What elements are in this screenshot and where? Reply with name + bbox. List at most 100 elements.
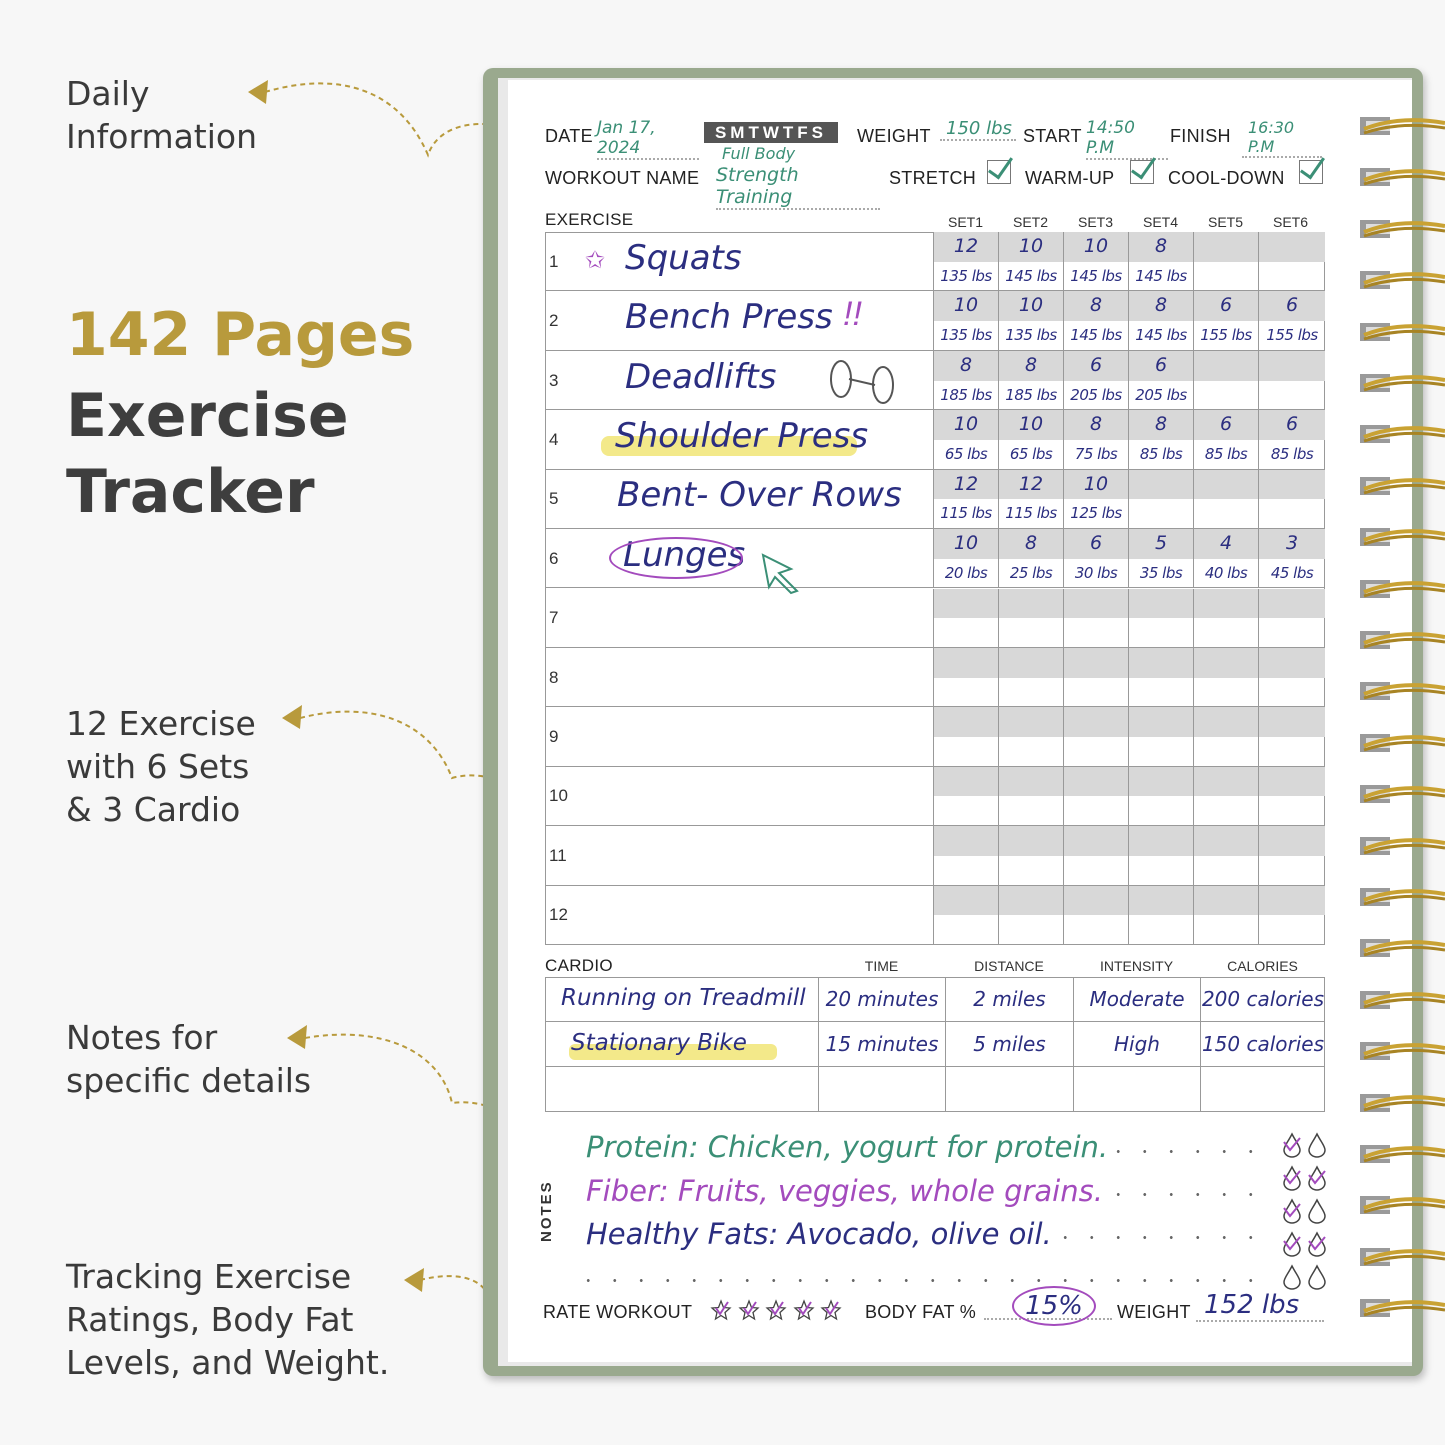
cardio-intensity[interactable]: Moderate [1073, 977, 1200, 1022]
cardio-intensity[interactable]: High [1073, 1022, 1200, 1067]
reps-value[interactable]: 3 [1259, 529, 1325, 559]
weight-value[interactable] [1064, 915, 1128, 945]
weight-value[interactable] [934, 915, 998, 945]
weight-value[interactable] [1259, 381, 1325, 411]
weight-value[interactable] [1259, 856, 1325, 886]
weight-value[interactable] [1129, 856, 1193, 886]
reps-value[interactable] [1259, 350, 1325, 381]
weight-value[interactable]: 145 lbs [1005, 266, 1057, 285]
reps-value[interactable]: 10 [934, 291, 998, 322]
day-of-week-selector[interactable]: SMTWTFS [704, 122, 838, 143]
rating-star-icon[interactable] [792, 1298, 816, 1327]
reps-value[interactable] [934, 647, 998, 678]
weight-value[interactable] [1129, 499, 1193, 529]
weight-value[interactable]: 35 lbs [1139, 563, 1183, 582]
notes-line-2[interactable]: Fiber: Fruits, veggies, whole grains. [586, 1174, 1103, 1208]
cardio-calories[interactable]: 200 calories [1200, 977, 1325, 1022]
reps-value[interactable]: 8 [1129, 291, 1193, 322]
notes-line-1[interactable]: Protein: Chicken, yogurt for protein. [586, 1130, 1109, 1164]
reps-value[interactable]: 12 [999, 469, 1063, 500]
set-cell[interactable]: 6 30 lbs [1063, 529, 1128, 589]
weight-value[interactable]: 20 lbs [944, 563, 988, 582]
exercise-name[interactable]: Bent- Over Rows [617, 475, 902, 516]
weight-value[interactable] [1194, 678, 1258, 708]
finish-field[interactable]: 16:30 P.M [1242, 118, 1322, 158]
weight-value[interactable] [934, 618, 998, 648]
set-cell[interactable]: 8 145 lbs [1063, 291, 1128, 351]
set-cell[interactable] [1193, 826, 1258, 886]
reps-value[interactable] [1064, 588, 1128, 619]
rating-star-icon[interactable] [737, 1298, 761, 1327]
weight-value[interactable] [934, 856, 998, 886]
reps-value[interactable]: 6 [1194, 410, 1258, 440]
set-cell[interactable] [1063, 885, 1128, 945]
set-cell[interactable] [1258, 647, 1325, 708]
set-cell[interactable]: 8 145 lbs [1128, 291, 1193, 351]
set-cell[interactable]: 6 85 lbs [1193, 410, 1258, 470]
weight-value[interactable]: 155 lbs [1266, 326, 1318, 345]
set-cell[interactable]: 6 155 lbs [1258, 291, 1325, 351]
set-cell[interactable] [1193, 350, 1258, 411]
start-field[interactable]: 14:50 P.M [1086, 118, 1168, 160]
set-cell[interactable]: 8 75 lbs [1063, 410, 1128, 470]
cooldown-checkbox[interactable] [1299, 160, 1323, 184]
weight-value[interactable]: 45 lbs [1270, 563, 1314, 582]
set-cell[interactable]: 10 135 lbs [998, 291, 1063, 351]
set-cell[interactable] [1193, 647, 1258, 708]
set-cell[interactable]: 10 125 lbs [1063, 469, 1128, 530]
water-drop-icon[interactable] [1307, 1264, 1327, 1295]
set-cell[interactable] [1063, 588, 1128, 648]
warmup-checkbox[interactable] [1130, 160, 1154, 184]
set-cell[interactable]: 8 185 lbs [933, 350, 998, 411]
reps-value[interactable] [1194, 469, 1258, 500]
weight-value[interactable] [1194, 856, 1258, 886]
set-cell[interactable] [1128, 885, 1193, 945]
reps-value[interactable] [1129, 766, 1193, 797]
weight-value[interactable] [999, 796, 1063, 826]
weight-value[interactable] [1259, 678, 1325, 708]
set-cell[interactable] [1258, 232, 1325, 292]
reps-value[interactable]: 6 [1064, 350, 1128, 381]
weight-value[interactable]: 85 lbs [1204, 444, 1248, 463]
weight-value[interactable] [1259, 262, 1325, 292]
weight-value[interactable]: 115 lbs [940, 504, 992, 523]
reps-value[interactable] [1129, 707, 1193, 738]
set-cell[interactable]: 10 65 lbs [933, 410, 998, 470]
cardio-distance[interactable]: 2 miles [945, 977, 1073, 1022]
set-cell[interactable] [933, 885, 998, 945]
rating-star-icon[interactable] [819, 1298, 843, 1327]
weight-value[interactable]: 85 lbs [1139, 444, 1183, 463]
water-drop-icon[interactable] [1282, 1231, 1302, 1262]
reps-value[interactable] [1129, 588, 1193, 619]
water-drop-icon[interactable] [1282, 1132, 1302, 1163]
reps-value[interactable] [1194, 588, 1258, 619]
reps-value[interactable] [1259, 588, 1325, 619]
weight-value[interactable] [999, 618, 1063, 648]
reps-value[interactable]: 6 [1259, 410, 1325, 440]
weight-value[interactable] [1259, 618, 1325, 648]
reps-value[interactable] [1129, 826, 1193, 856]
water-drop-icon[interactable] [1307, 1165, 1327, 1196]
weight-value[interactable]: 65 lbs [944, 444, 988, 463]
set-cell[interactable]: 10 65 lbs [998, 410, 1063, 470]
exercise-name[interactable]: Deadlifts [625, 356, 777, 397]
weight-value[interactable]: 85 lbs [1270, 444, 1314, 463]
set-cell[interactable] [1063, 707, 1128, 767]
water-drop-icon[interactable] [1307, 1198, 1327, 1229]
cardio-time[interactable] [818, 1067, 945, 1112]
weight-field[interactable]: 150 lbs [940, 118, 1016, 141]
weight-value[interactable] [1064, 618, 1128, 648]
reps-value[interactable]: 8 [999, 350, 1063, 381]
reps-value[interactable] [934, 588, 998, 619]
weight-value[interactable] [1194, 915, 1258, 945]
reps-value[interactable] [934, 766, 998, 797]
weight-value[interactable] [1194, 796, 1258, 826]
exercise-name[interactable]: Shoulder Press [615, 415, 869, 456]
exercise-name[interactable]: Bench Press [625, 297, 833, 338]
reps-value[interactable]: 4 [1194, 529, 1258, 559]
body-fat-field[interactable]: 15% [1012, 1286, 1096, 1326]
reps-value[interactable] [1259, 232, 1325, 262]
exercise-name[interactable]: Squats [625, 237, 742, 278]
reps-value[interactable]: 10 [999, 232, 1063, 262]
reps-value[interactable]: 6 [1194, 291, 1258, 322]
